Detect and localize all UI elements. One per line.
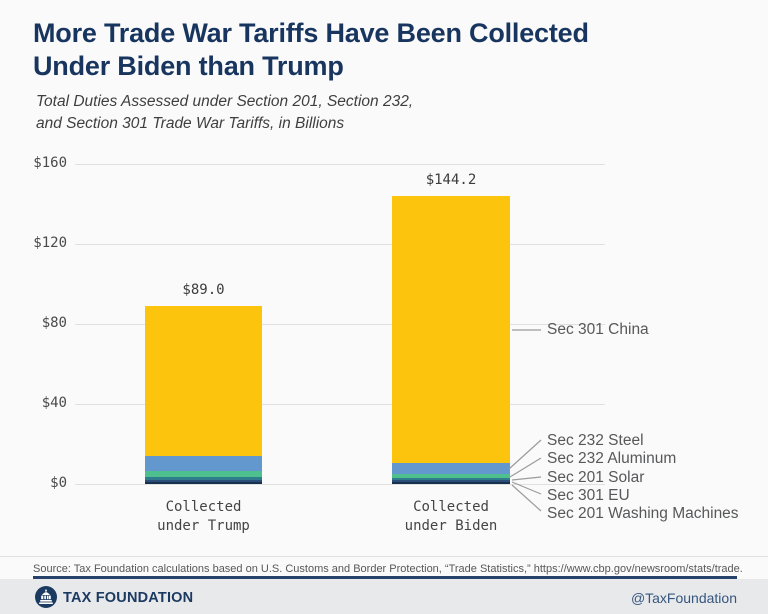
y-axis-tick-label: $160 (33, 155, 67, 171)
y-axis-tick-label: $0 (50, 475, 67, 491)
y-axis-tick-label: $120 (33, 235, 67, 251)
footer-divider (33, 576, 737, 579)
bar-segment-sec-232-aluminum (145, 471, 262, 478)
footer-band (0, 579, 768, 614)
chart-title: More Trade War Tariffs Have Been Collect… (33, 17, 733, 83)
bar-segment-sec-301-china (145, 306, 262, 456)
annotation-sec-301-eu: Sec 301 EU (547, 487, 630, 504)
annotation-sec-301-china: Sec 301 China (547, 321, 649, 338)
bar-segment-sec-301-eu (392, 480, 510, 483)
source-note: Source: Tax Foundation calculations base… (0, 556, 768, 575)
chart-subtitle: Total Duties Assessed under Section 201,… (36, 91, 686, 135)
bar-segment-sec-201-washing-machines (145, 482, 262, 484)
bar-segment-sec-232-aluminum (392, 473, 510, 479)
x-axis-category-line: Collected (165, 499, 242, 515)
brand-name: TAX FOUNDATION (63, 590, 194, 606)
chart-title-line1: More Trade War Tariffs Have Been Collect… (33, 18, 589, 48)
gridline (75, 163, 605, 165)
x-axis-category-line: Collected (413, 499, 489, 515)
annotation-sec-232-steel: Sec 232 Steel (547, 432, 644, 449)
chart-subtitle-line2: and Section 301 Trade War Tariffs, in Bi… (36, 115, 345, 132)
bar-segment-sec-201-solar (145, 477, 262, 480)
annotation-sec-232-aluminum: Sec 232 Aluminum (547, 450, 677, 467)
tax-foundation-logo-icon (35, 586, 57, 608)
bar-segment-sec-301-eu (145, 479, 262, 482)
x-axis-category-line: under Biden (404, 518, 498, 534)
x-axis-category-line: under Trump (157, 518, 250, 534)
bar-segment-sec-232-steel (392, 462, 510, 474)
gridline (75, 403, 605, 405)
twitter-handle: @TaxFoundation (630, 590, 737, 606)
gridline (75, 323, 605, 325)
gridline (75, 483, 605, 485)
chart-title-line2: Under Biden than Trump (33, 51, 344, 81)
x-axis-category-label: Collected under Trump (114, 498, 294, 536)
y-axis-tick-label: $40 (41, 395, 67, 411)
y-axis-tick-label: $80 (41, 315, 67, 331)
bar-segment-sec-232-steel (145, 456, 262, 471)
gridline (75, 243, 605, 245)
bar-segment-sec-301-china (392, 195, 510, 463)
bar-total-label: $144.2 (425, 171, 477, 188)
annotation-sec-201-washing-machines: Sec 201 Washing Machines (547, 505, 739, 522)
annotation-sec-201-solar: Sec 201 Solar (547, 469, 645, 486)
x-axis-category-label: Collected under Biden (361, 498, 541, 536)
bar-segment-sec-201-solar (392, 478, 510, 481)
bar-segment-sec-201-washing-machines (392, 482, 510, 484)
chart-subtitle-line1: Total Duties Assessed under Section 201,… (36, 93, 414, 110)
bar-total-label: $89.0 (182, 282, 225, 298)
